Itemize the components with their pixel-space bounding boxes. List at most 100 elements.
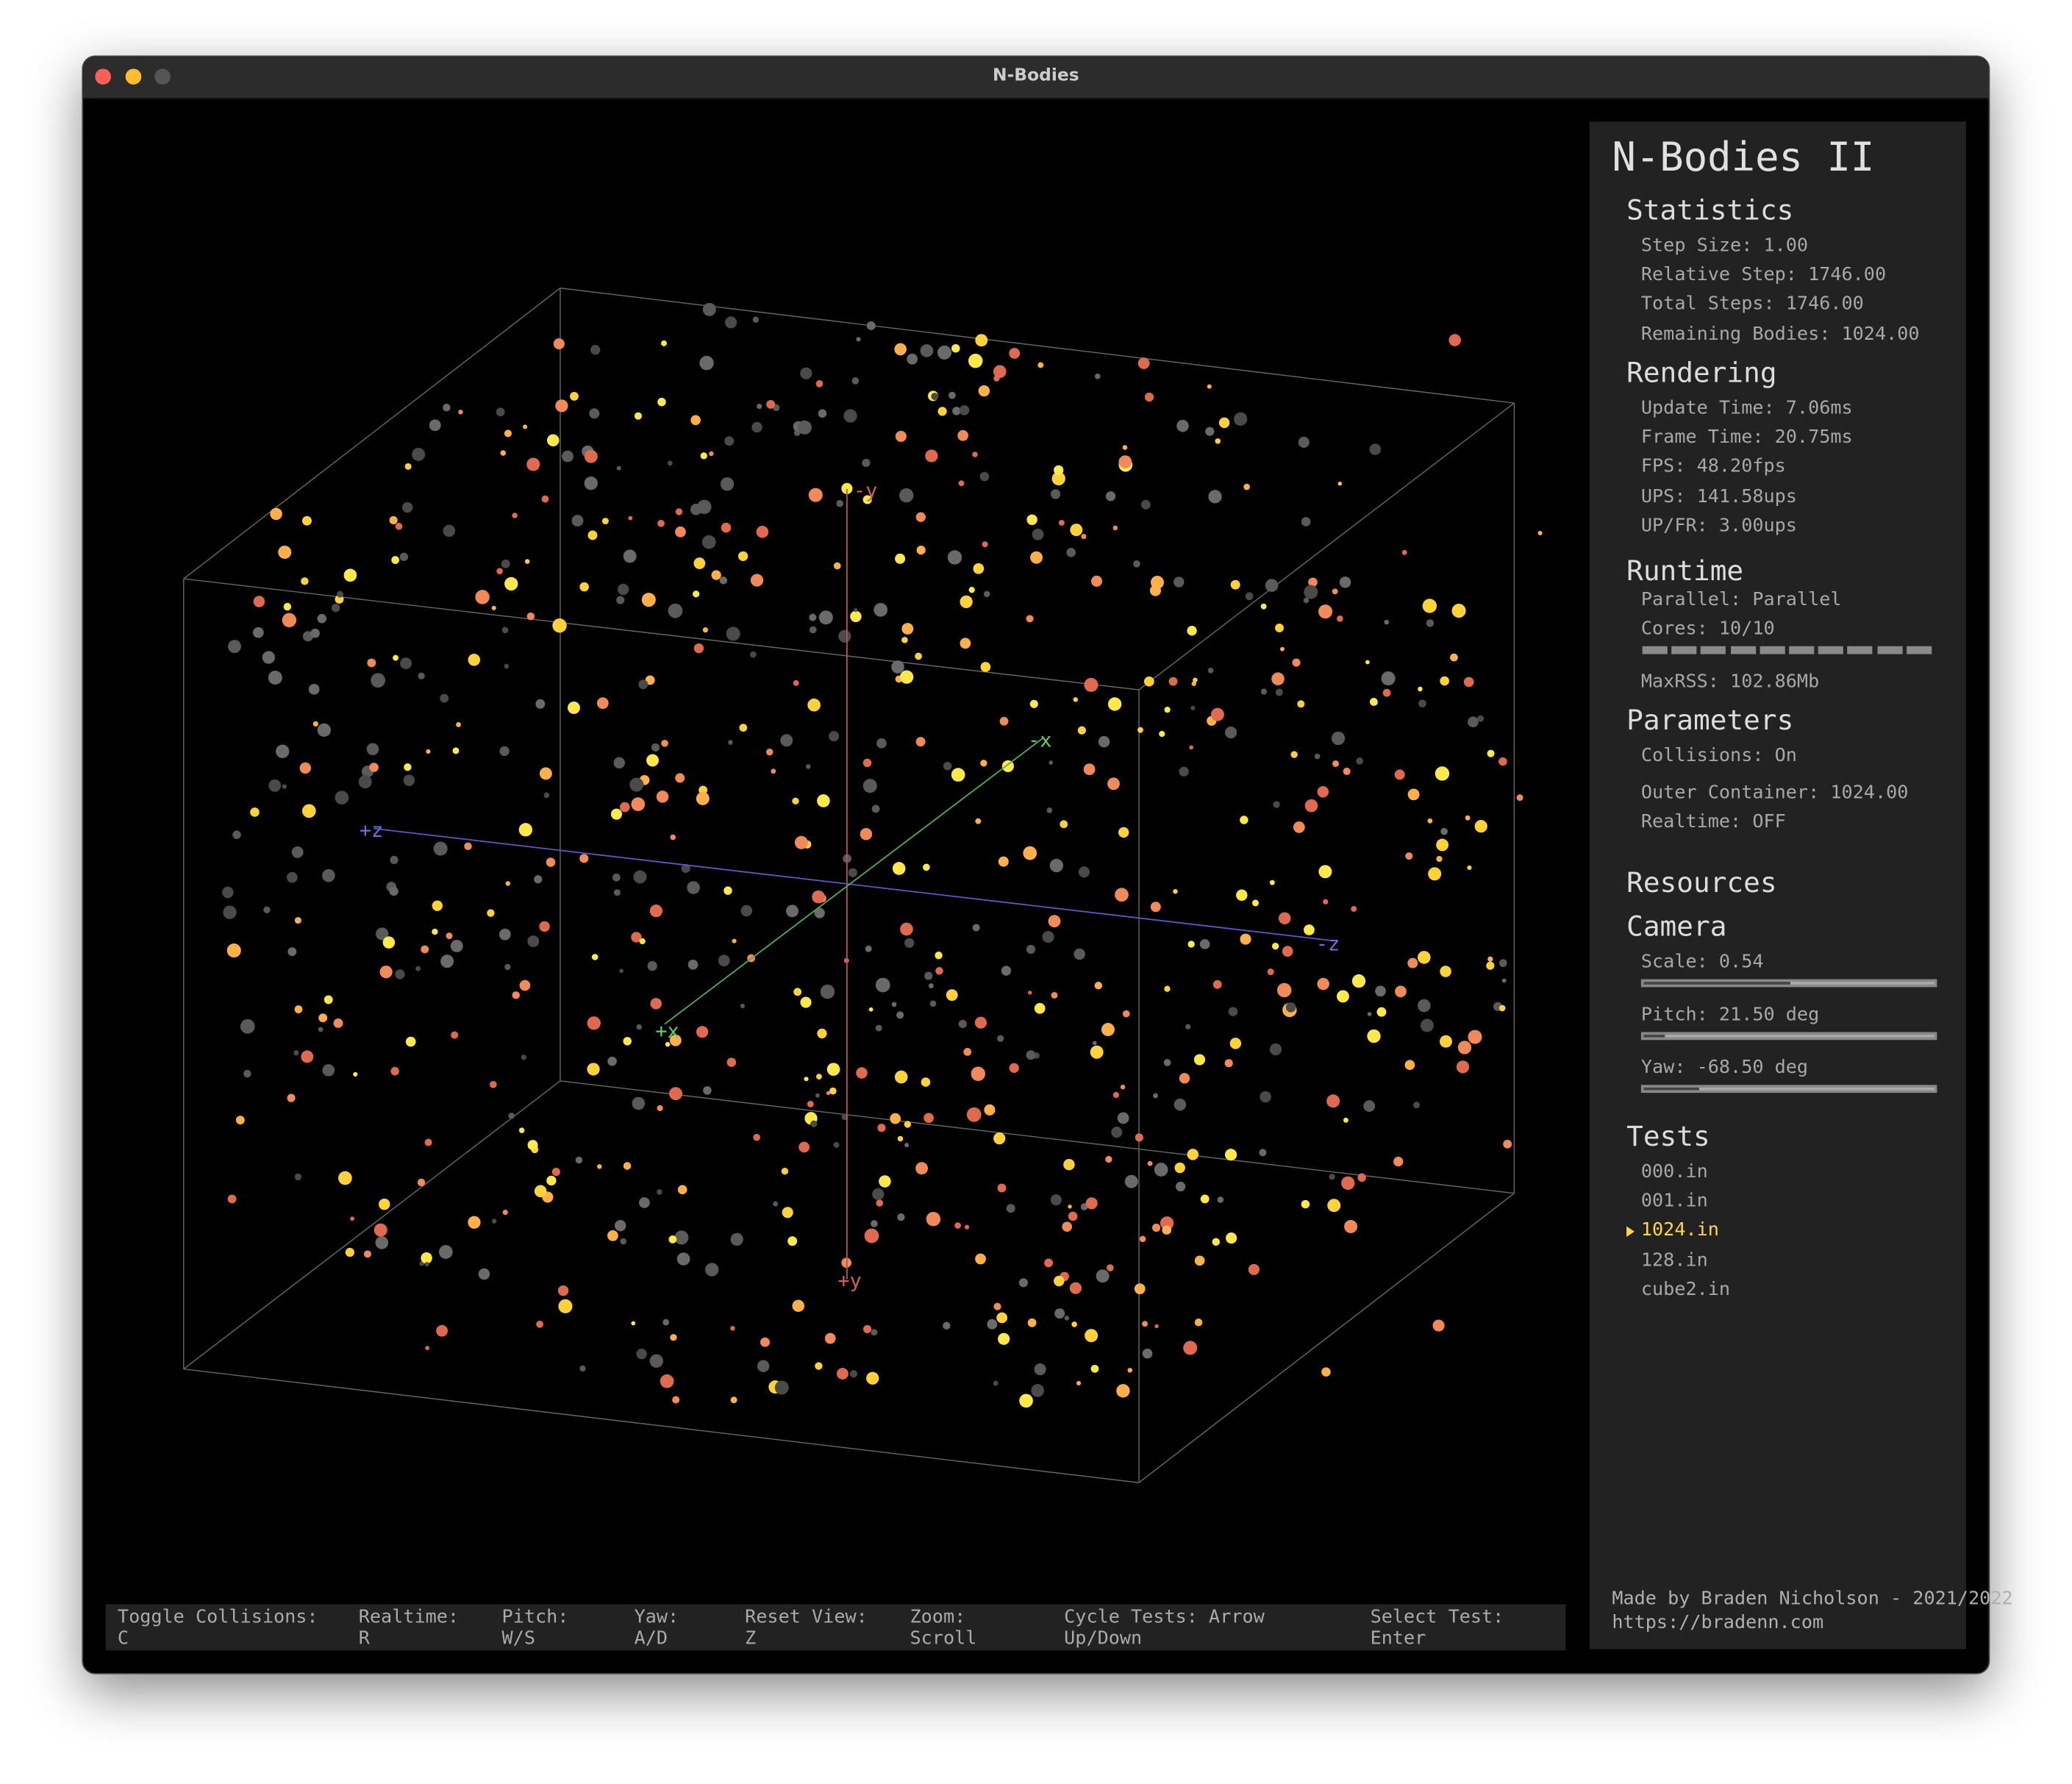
section-heading: Tests — [1626, 1121, 1710, 1153]
body — [1060, 820, 1068, 829]
body — [1321, 1367, 1331, 1377]
body — [833, 1141, 840, 1148]
body — [405, 1036, 416, 1047]
body — [667, 460, 673, 466]
test-item[interactable]: cube2.in — [1640, 1279, 1731, 1301]
body — [1326, 1094, 1340, 1108]
body — [809, 613, 817, 621]
body — [809, 626, 817, 634]
body — [1120, 1084, 1126, 1090]
body — [1173, 889, 1178, 894]
body — [504, 963, 511, 971]
close-button[interactable] — [95, 68, 111, 85]
body — [1096, 1269, 1110, 1283]
body — [690, 415, 701, 426]
body — [353, 1071, 358, 1077]
slider-fill — [1790, 982, 1935, 985]
test-item[interactable]: 000.in — [1640, 1161, 1708, 1183]
body — [1044, 1258, 1054, 1268]
body — [1193, 677, 1198, 682]
slider-thumb — [1643, 1087, 1700, 1091]
body — [672, 1396, 680, 1404]
body — [458, 410, 463, 415]
body — [1498, 959, 1507, 968]
body — [331, 603, 340, 613]
body — [907, 353, 918, 365]
body — [862, 495, 872, 504]
body — [649, 905, 663, 918]
body — [487, 909, 495, 917]
body — [998, 1332, 1010, 1345]
body — [1071, 1321, 1077, 1327]
body — [661, 739, 668, 747]
body — [240, 1018, 255, 1034]
body — [1133, 560, 1140, 568]
body — [1187, 626, 1197, 636]
body — [897, 1135, 904, 1142]
body — [512, 991, 520, 999]
cube-edge — [560, 288, 1515, 404]
body — [1054, 465, 1064, 476]
body — [661, 340, 667, 346]
body — [676, 1252, 690, 1266]
core-segment — [1818, 646, 1844, 654]
body — [937, 407, 947, 416]
stat-item: UP/FR: 3.00ups — [1640, 515, 1797, 537]
body — [639, 1197, 650, 1208]
body — [954, 1222, 961, 1229]
body — [1229, 1038, 1242, 1049]
body — [875, 1024, 882, 1032]
test-item[interactable]: 001.in — [1640, 1190, 1708, 1212]
body — [1111, 1127, 1123, 1138]
body — [935, 967, 943, 975]
body — [536, 1320, 543, 1328]
body — [674, 1230, 689, 1245]
body — [730, 1326, 735, 1331]
body — [376, 927, 389, 941]
body — [631, 1321, 636, 1326]
body — [1122, 1010, 1130, 1018]
z-axis — [374, 827, 1335, 942]
body — [1293, 821, 1305, 833]
body — [818, 610, 833, 625]
test-item[interactable]: 1024.in — [1640, 1219, 1719, 1241]
body — [1042, 930, 1054, 943]
body — [1314, 753, 1321, 760]
body — [389, 515, 398, 525]
body — [504, 663, 510, 669]
body — [850, 610, 862, 623]
body — [632, 1096, 646, 1110]
zoom-button[interactable] — [154, 68, 171, 85]
body — [452, 747, 460, 754]
body — [395, 522, 403, 530]
test-item[interactable]: 128.in — [1640, 1249, 1708, 1271]
body — [871, 1329, 878, 1336]
body — [872, 1188, 885, 1201]
body — [812, 890, 825, 904]
stat-item: FPS: 48.20fps — [1640, 455, 1786, 477]
body — [222, 886, 234, 899]
minimize-button[interactable] — [125, 68, 142, 85]
body — [815, 1362, 823, 1370]
body — [429, 419, 441, 432]
body — [1405, 852, 1413, 860]
body — [760, 1337, 770, 1347]
stat-item: Pitch: 21.50 deg — [1640, 1004, 1820, 1026]
body — [1134, 1283, 1146, 1294]
body — [631, 932, 642, 943]
control-hint: Cycle Tests: Arrow Up/Down — [1064, 1606, 1265, 1649]
body — [1363, 1100, 1376, 1112]
body — [1107, 777, 1120, 791]
body — [1537, 530, 1543, 535]
body — [607, 1230, 618, 1241]
body — [766, 749, 774, 756]
body — [1028, 991, 1032, 995]
body — [946, 989, 958, 1002]
body — [1260, 688, 1268, 695]
body — [773, 1201, 779, 1207]
body — [1384, 619, 1390, 625]
body — [1179, 766, 1189, 777]
stat-item: Total Steps: 1746.00 — [1640, 293, 1864, 315]
body — [1275, 624, 1284, 632]
body — [324, 995, 333, 1005]
